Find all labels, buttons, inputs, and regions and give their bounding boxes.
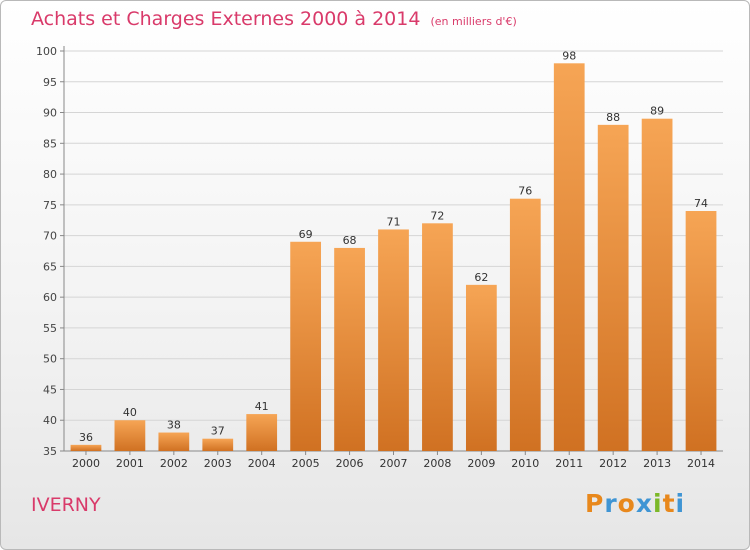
data-label: 76 — [518, 185, 532, 198]
logo-letter: t — [662, 489, 676, 518]
x-tick-label: 2012 — [599, 457, 627, 470]
logo-letter: i — [653, 489, 663, 518]
y-tick-label: 85 — [43, 137, 57, 150]
x-tick-label: 2013 — [643, 457, 671, 470]
chart-subtitle: (en milliers d'€) — [430, 15, 517, 28]
bar — [553, 63, 585, 452]
bar — [114, 420, 146, 451]
bar — [509, 198, 541, 451]
bar — [378, 229, 409, 451]
x-tick-label: 2008 — [423, 457, 451, 470]
bar — [334, 247, 365, 451]
data-label: 40 — [123, 406, 137, 419]
data-label: 41 — [255, 400, 269, 413]
x-tick-label: 2010 — [511, 457, 539, 470]
data-label: 88 — [606, 111, 620, 124]
bar — [422, 223, 453, 451]
x-tick-label: 2000 — [72, 457, 100, 470]
bar — [202, 438, 234, 451]
y-tick-label: 45 — [43, 383, 57, 396]
data-label: 68 — [343, 234, 357, 247]
y-tick-label: 65 — [43, 260, 57, 273]
bar — [597, 124, 629, 451]
y-tick-label: 35 — [43, 445, 57, 458]
logo-letter: P — [585, 489, 605, 518]
bar — [641, 118, 673, 451]
data-label: 74 — [694, 197, 708, 210]
data-label: 98 — [562, 49, 576, 62]
bar — [70, 444, 102, 451]
x-tick-label: 2014 — [687, 457, 715, 470]
bar — [290, 241, 322, 451]
y-tick-label: 95 — [43, 76, 57, 89]
data-label: 62 — [474, 271, 488, 284]
y-tick-label: 75 — [43, 199, 57, 212]
x-tick-label: 2009 — [467, 457, 495, 470]
proxiti-logo: Proxiti — [585, 489, 685, 518]
x-tick-label: 2005 — [292, 457, 320, 470]
logo-letter: o — [617, 489, 636, 518]
data-label: 72 — [430, 209, 444, 222]
commune-name: IVERNY — [31, 494, 101, 516]
x-tick-label: 2011 — [555, 457, 583, 470]
bar — [685, 211, 717, 451]
y-tick-label: 55 — [43, 322, 57, 335]
y-tick-label: 100 — [36, 45, 57, 58]
logo-letter: r — [604, 489, 618, 518]
x-tick-label: 2007 — [380, 457, 408, 470]
y-tick-label: 90 — [43, 107, 57, 120]
x-tick-label: 2002 — [160, 457, 188, 470]
data-label: 38 — [167, 419, 181, 432]
x-tick-label: 2006 — [336, 457, 364, 470]
data-label: 36 — [79, 431, 93, 444]
y-tick-label: 60 — [43, 291, 57, 304]
data-label: 71 — [387, 215, 401, 228]
bar — [246, 414, 278, 451]
y-tick-label: 50 — [43, 353, 57, 366]
data-label: 37 — [211, 425, 225, 438]
x-tick-label: 2004 — [248, 457, 276, 470]
bar — [465, 284, 497, 451]
y-tick-label: 70 — [43, 230, 57, 243]
x-tick-label: 2003 — [204, 457, 232, 470]
y-tick-label: 40 — [43, 414, 57, 427]
logo-letter: i — [675, 489, 686, 518]
chart-title-block: Achats et Charges Externes 2000 à 2014 (e… — [31, 8, 517, 30]
data-label: 69 — [299, 228, 313, 241]
x-tick-label: 2001 — [116, 457, 144, 470]
logo-letter: x — [635, 489, 653, 518]
bar — [158, 432, 190, 451]
data-label: 89 — [650, 105, 664, 118]
y-tick-label: 80 — [43, 168, 57, 181]
chart-title: Achats et Charges Externes 2000 à 2014 — [31, 8, 421, 30]
